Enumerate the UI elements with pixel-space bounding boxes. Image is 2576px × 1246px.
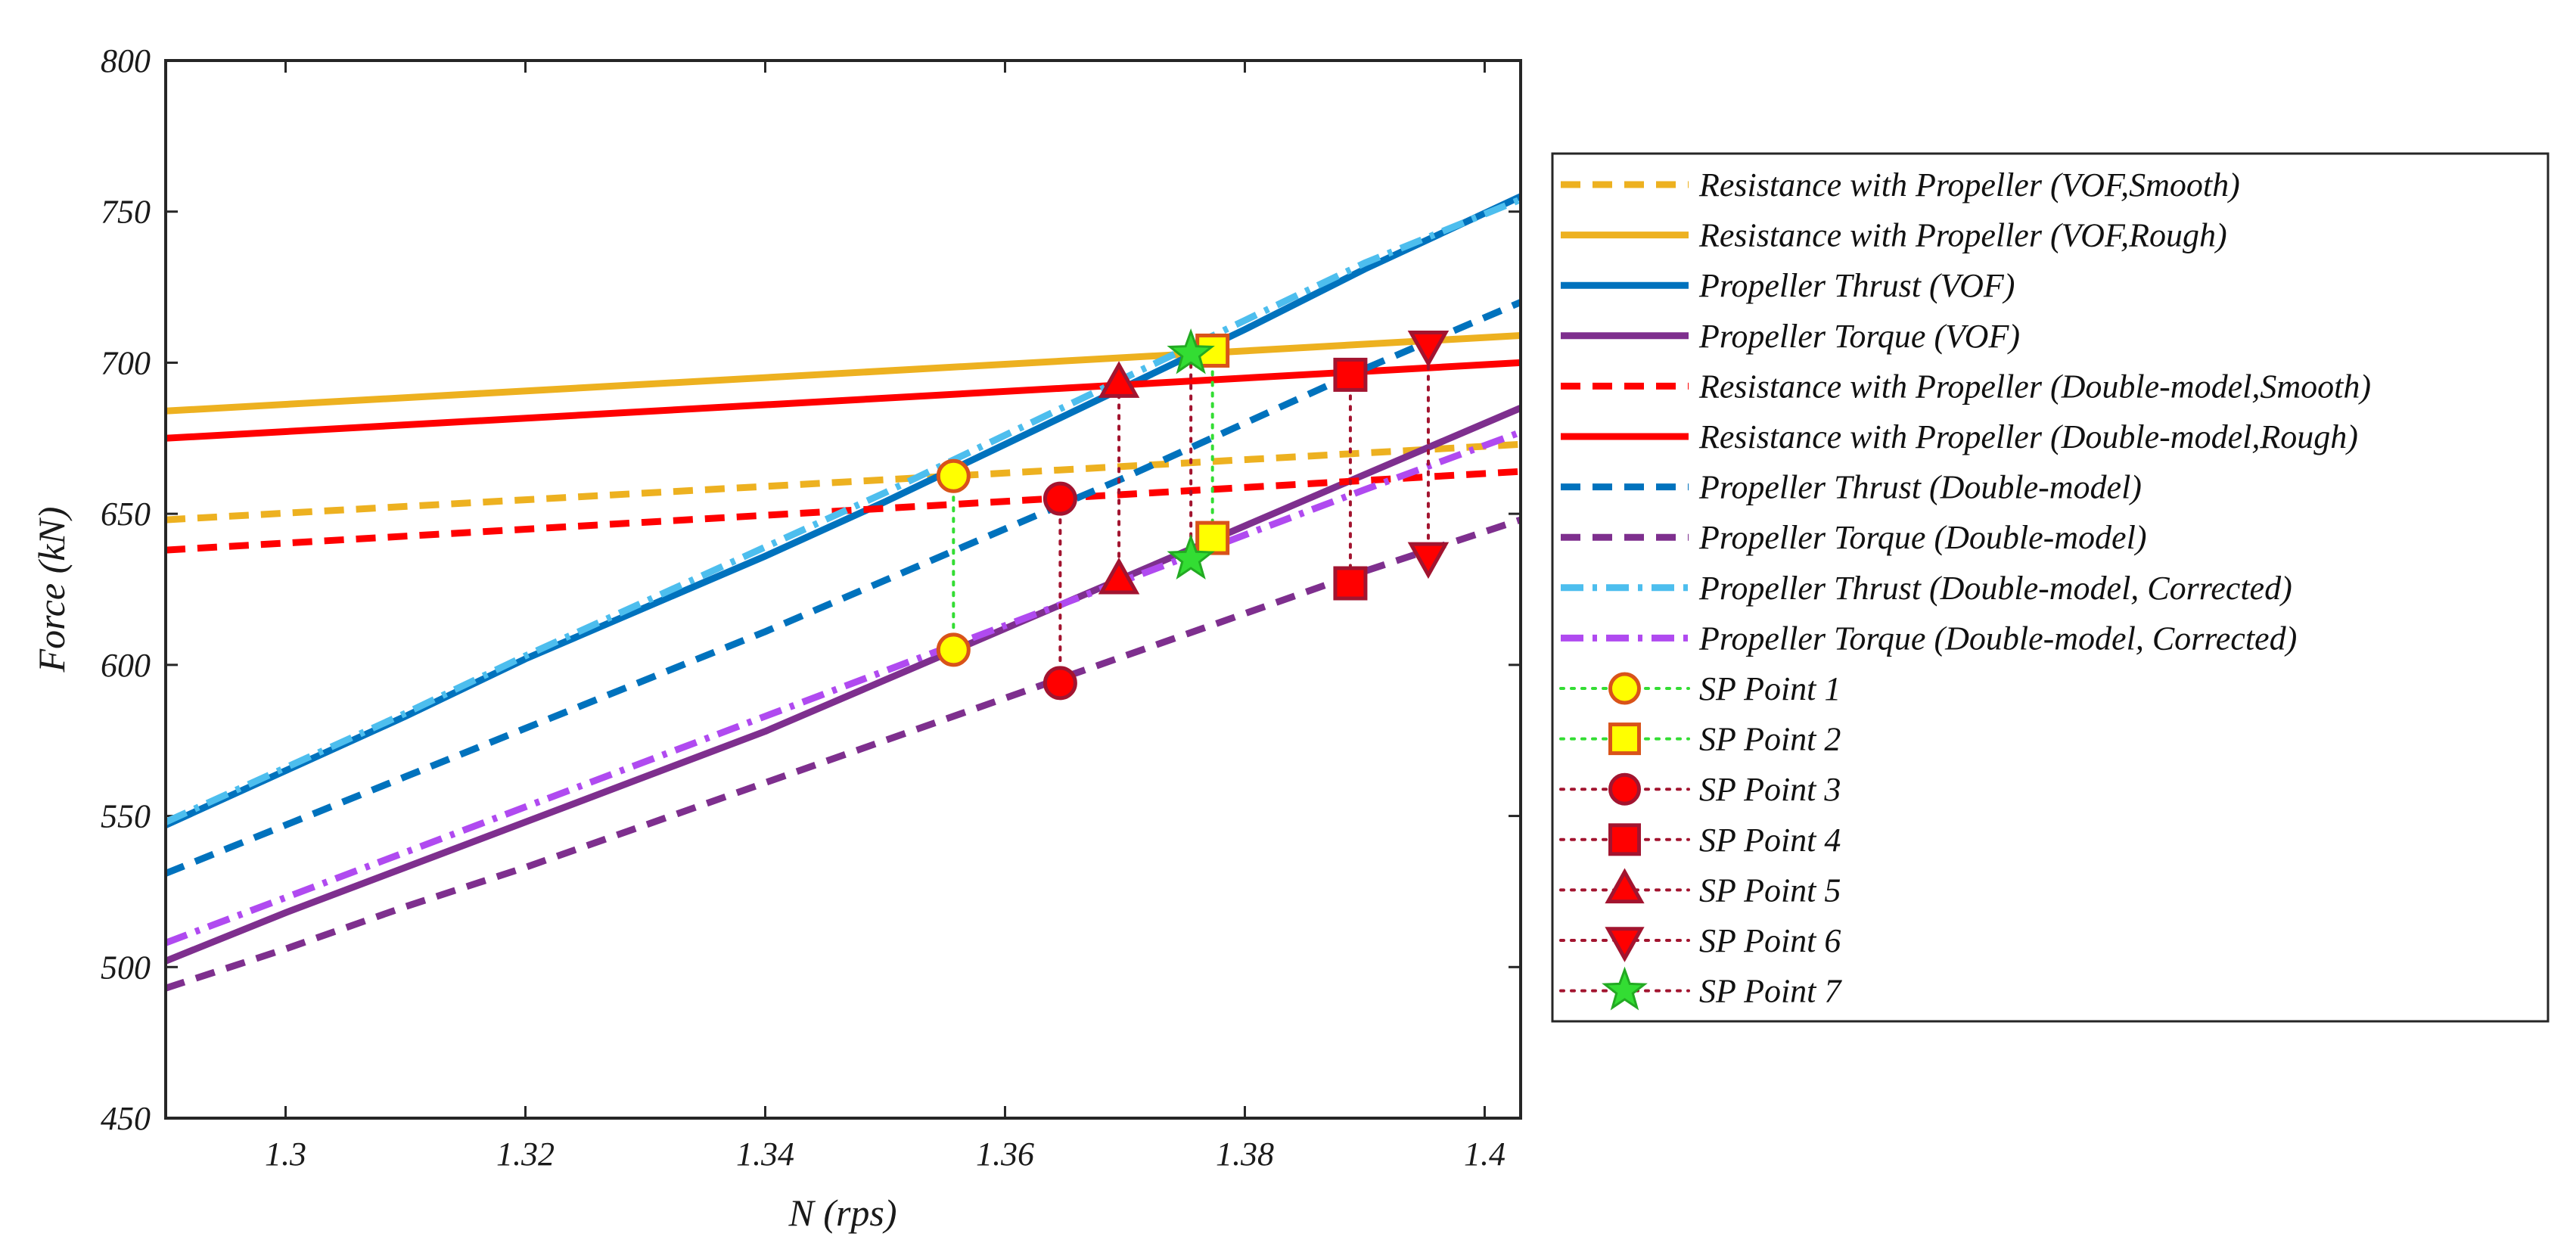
y-tick-label: 700: [101, 344, 151, 381]
y-tick-label: 500: [101, 949, 151, 986]
legend-label: Resistance with Propeller (Double-model,…: [1698, 418, 2358, 455]
series-lines: [166, 193, 1521, 992]
legend-box: [1551, 152, 2550, 1023]
sp-marker: [1605, 927, 1645, 962]
legend-label: SP Point 6: [1699, 922, 1841, 959]
legend-label: Resistance with Propeller (VOF,Rough): [1698, 217, 2227, 254]
sp-marker: [936, 458, 971, 493]
legend-label: Resistance with Propeller (VOF,Smooth): [1698, 166, 2240, 204]
sp-marker: [1407, 330, 1450, 368]
legend-label: SP Point 4: [1699, 822, 1841, 859]
legend: Resistance with Propeller (VOF,Smooth) Re…: [1551, 152, 2550, 1023]
x-tick-label: 1.34: [736, 1136, 794, 1173]
x-tick-label: 1.38: [1216, 1136, 1274, 1173]
y-tick-label: 650: [101, 496, 151, 533]
y-tick-label: 550: [101, 798, 151, 835]
series-line: [166, 196, 1521, 825]
sp-marker: [1167, 533, 1215, 580]
sp-marker: [1608, 823, 1641, 856]
x-tick-label: 1.3: [265, 1136, 306, 1173]
legend-label: Propeller Torque (Double-model, Correcte…: [1698, 620, 2297, 657]
series-line: [166, 299, 1521, 877]
x-tick-label: 1.4: [1464, 1136, 1506, 1173]
sp-marker: [1333, 566, 1368, 601]
sp-marker: [1043, 666, 1077, 701]
series-line: [166, 429, 1521, 946]
legend-label: Propeller Thrust (VOF): [1698, 267, 2015, 304]
y-axis-label: Force (kN): [30, 507, 73, 673]
legend-label: Propeller Torque (Double-model): [1698, 519, 2146, 556]
sp-marker: [936, 632, 971, 667]
sp-marker: [1608, 672, 1641, 705]
legend-label: Resistance with Propeller (Double-model,…: [1698, 368, 2371, 405]
sp-marker: [1098, 557, 1140, 595]
sp-marker: [1602, 966, 1648, 1011]
legend-label: SP Point 1: [1699, 670, 1841, 707]
legend-label: Propeller Thrust (Double-model): [1698, 469, 2142, 506]
series-line: [166, 440, 1521, 524]
sp-marker: [1407, 542, 1450, 579]
y-tick-label: 450: [101, 1100, 151, 1137]
y-tick-label: 750: [101, 194, 151, 231]
series-line: [166, 516, 1521, 992]
tick-labels: 1.3 1.32 1.34 1.36 1.38 1.4 450 500 550 600 650 700…: [101, 42, 1506, 1173]
x-axis-label: N (rps): [788, 1192, 896, 1234]
legend-label: SP Point 3: [1699, 771, 1841, 808]
sp-marker: [1608, 722, 1641, 756]
x-tick-label: 1.32: [496, 1136, 555, 1173]
sp-marker: [1605, 868, 1645, 904]
plot-frame: [164, 59, 1522, 1120]
sp-points: [936, 328, 1450, 701]
y-tick-label: 800: [101, 42, 151, 79]
legend-label: Propeller Thrust (Double-model, Correcte…: [1698, 570, 2292, 607]
legend-label: SP Point 5: [1699, 872, 1841, 909]
sp-marker: [1167, 328, 1215, 374]
sp-marker: [1043, 481, 1077, 516]
series-line: [166, 405, 1521, 965]
sp-marker: [1195, 520, 1230, 555]
x-tick-label: 1.36: [976, 1136, 1034, 1173]
legend-label: SP Point 2: [1699, 721, 1841, 758]
series-line: [166, 359, 1521, 442]
series-line: [166, 332, 1521, 415]
sp-marker: [1333, 357, 1368, 392]
y-tick-label: 600: [101, 647, 151, 684]
sp-marker: [1098, 361, 1140, 398]
axis-ticks: [166, 59, 1521, 1120]
sp-marker: [1608, 772, 1641, 806]
legend-label: Propeller Torque (VOF): [1698, 318, 2020, 355]
legend-label: SP Point 7: [1699, 973, 1842, 1010]
